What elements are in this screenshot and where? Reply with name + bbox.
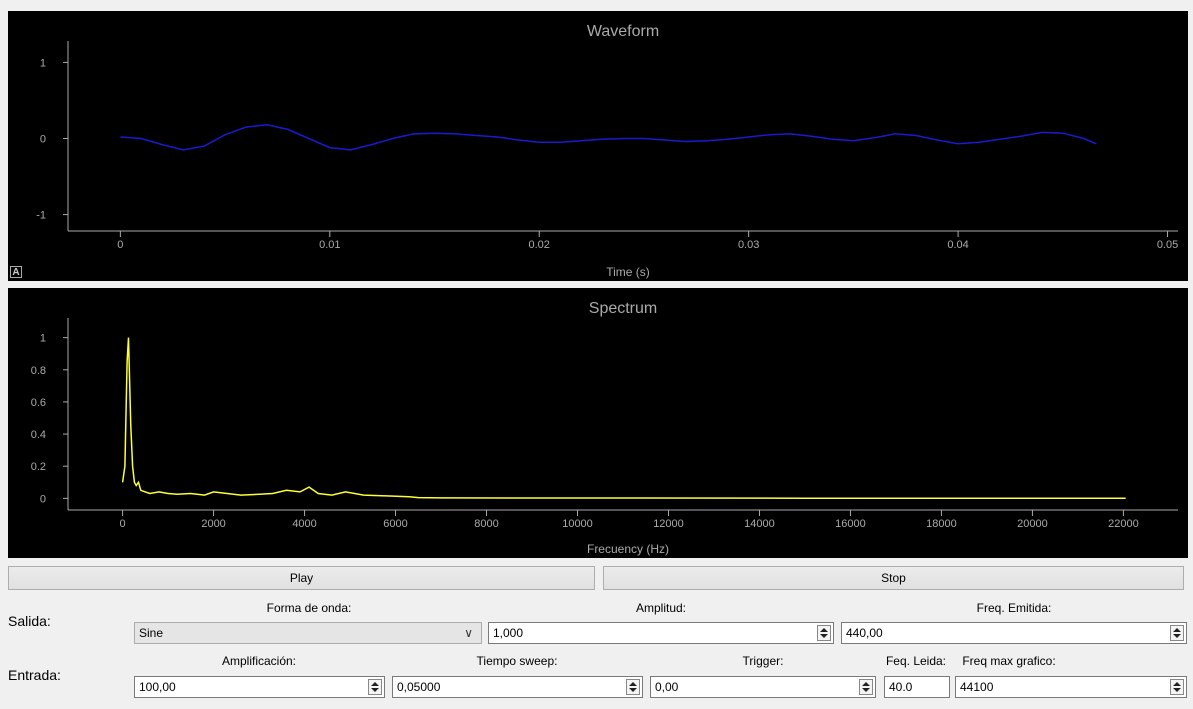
- series-line: [120, 124, 1097, 151]
- spin-arrows-icon[interactable]: [368, 679, 382, 695]
- feq-leida-label: Feq. Leida:: [885, 654, 947, 668]
- x-tick-label: 14000: [744, 518, 775, 530]
- freq-max-grafico-value: 44100: [960, 680, 994, 694]
- x-tick-label: 16000: [835, 518, 866, 530]
- tiempo-sweep-value: 0,05000: [397, 680, 441, 694]
- amplitud-label: Amplitud:: [635, 601, 687, 615]
- freq-emitida-label: Freq. Emitida:: [976, 601, 1052, 615]
- x-tick-label: 6000: [383, 518, 407, 530]
- x-tick-label: 8000: [474, 518, 498, 530]
- spectrum-plot[interactable]: Spectrum 1 0.8 0.6 0.4 0.2 0 0 2000 4000 6000 8000 1…: [8, 288, 1188, 558]
- x-axis-label: Time (s): [606, 265, 650, 279]
- trigger-spinbox[interactable]: 0,00: [650, 676, 876, 698]
- x-tick-label: 20000: [1017, 518, 1048, 530]
- y-tick-label: 0: [40, 134, 46, 146]
- x-tick-label: 0: [117, 239, 123, 251]
- x-tick-label: 18000: [926, 518, 957, 530]
- amplificacion-label: Amplificación:: [221, 654, 297, 668]
- tiempo-sweep-spinbox[interactable]: 0,05000: [392, 676, 643, 698]
- chart-title: Waveform: [587, 23, 659, 40]
- x-tick-label: 12000: [653, 518, 684, 530]
- y-tick-label: 0.6: [31, 397, 46, 409]
- trigger-value: 0,00: [655, 680, 679, 694]
- waveform-chart: Waveform 1 0 -1 0 0.01 0.02 0.03 0.04 0.05 Time (s…: [36, 23, 1178, 279]
- spectrum-chart: Spectrum 1 0.8 0.6 0.4 0.2 0 0 2000 4000 6000 8000 1…: [31, 300, 1178, 556]
- y-tick-label: 1: [40, 333, 46, 345]
- x-tick-label: 2000: [201, 518, 225, 530]
- y-tick-label: 0.2: [31, 461, 46, 473]
- tiempo-sweep-label: Tiempo sweep:: [476, 654, 558, 668]
- amplitud-spinbox[interactable]: 1,000: [488, 622, 834, 644]
- forma-de-onda-select[interactable]: Sine ∨: [134, 622, 482, 644]
- chevron-down-icon[interactable]: ∨: [464, 626, 473, 640]
- spin-arrows-icon[interactable]: [859, 679, 873, 695]
- feq-leida-field: 40.0: [884, 676, 950, 698]
- autoscale-button[interactable]: A: [10, 266, 22, 278]
- y-tick-label: 0: [40, 493, 46, 505]
- stop-button[interactable]: Stop: [603, 566, 1184, 590]
- forma-de-onda-value: Sine: [139, 626, 164, 640]
- y-tick-label: 0.4: [31, 429, 46, 441]
- x-tick-label: 4000: [292, 518, 316, 530]
- x-tick-label: 0.01: [319, 239, 340, 251]
- freq-max-grafico-label: Freq max grafico:: [962, 654, 1056, 668]
- spin-arrows-icon[interactable]: [626, 679, 640, 695]
- x-tick-label: 10000: [562, 518, 593, 530]
- x-axis-label: Frecuency (Hz): [587, 542, 669, 556]
- feq-leida-value: 40.0: [889, 680, 913, 694]
- entrada-label: Entrada:: [8, 667, 61, 683]
- amplificacion-value: 100,00: [139, 680, 176, 694]
- freq-max-grafico-spinbox[interactable]: 44100: [955, 676, 1187, 698]
- salida-label: Salida:: [8, 613, 51, 629]
- spin-arrows-icon[interactable]: [1170, 625, 1184, 641]
- y-tick-label: 1: [40, 57, 46, 69]
- spin-arrows-icon[interactable]: [817, 625, 831, 641]
- trigger-label: Trigger:: [742, 654, 784, 668]
- amplificacion-spinbox[interactable]: 100,00: [134, 676, 385, 698]
- x-tick-label: 0.03: [738, 239, 759, 251]
- forma-de-onda-label: Forma de onda:: [266, 601, 352, 615]
- freq-emitida-spinbox[interactable]: 440,00: [841, 622, 1187, 644]
- x-tick-label: 0.05: [1157, 239, 1178, 251]
- y-tick-label: -1: [36, 210, 46, 222]
- freq-emitida-value: 440,00: [846, 626, 883, 640]
- x-tick-label: 0.04: [947, 239, 968, 251]
- series-line: [121, 337, 1126, 499]
- play-button[interactable]: Play: [8, 566, 595, 590]
- x-tick-label: 22000: [1108, 518, 1139, 530]
- amplitud-value: 1,000: [493, 626, 524, 640]
- x-tick-label: 0.02: [529, 239, 550, 251]
- chart-title: Spectrum: [589, 300, 657, 317]
- x-tick-label: 0: [120, 518, 126, 530]
- spin-arrows-icon[interactable]: [1170, 679, 1184, 695]
- y-tick-label: 0.8: [31, 365, 46, 377]
- waveform-plot[interactable]: Waveform 1 0 -1 0 0.01 0.02 0.03 0.04 0.05 Time (s…: [8, 11, 1188, 281]
